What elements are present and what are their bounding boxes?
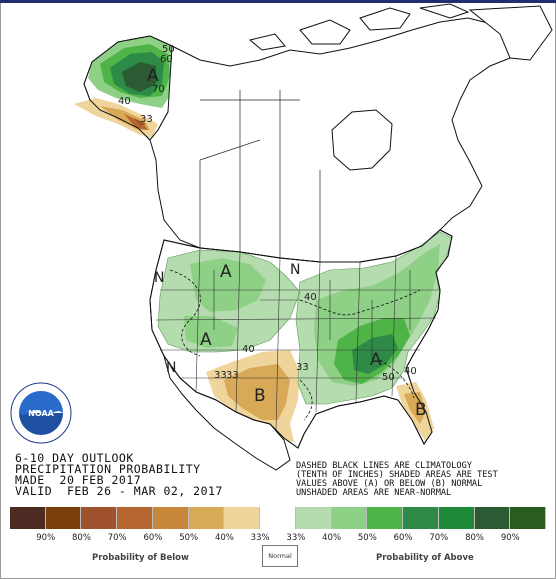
legend-swatch (331, 507, 368, 529)
contour-label: 40 (118, 96, 131, 107)
outlook-line-2: PRECIPITATION PROBABILITY (15, 462, 201, 476)
contour-label: 40 (242, 344, 255, 355)
legend-swatch (117, 507, 153, 529)
legend-tick-label: 80% (72, 533, 91, 543)
legend-swatch (188, 507, 225, 529)
outlook-line-3: MADE 20 FEB 2017 (15, 473, 142, 487)
legend-swatch (81, 507, 118, 529)
contour-label: 60 (160, 54, 173, 65)
legend-tick-label: 60% (393, 533, 413, 543)
legend-swatch (260, 507, 296, 529)
legend-swatch (152, 507, 189, 529)
alaska-below-50 (124, 114, 148, 130)
legend-tick-label: 90% (36, 533, 56, 543)
state-lines (155, 247, 440, 431)
legend-tick-label: 33% (286, 533, 306, 543)
legend-swatch (403, 507, 439, 529)
north-normal-label-2: N (290, 262, 301, 278)
noaa-logo-icon: NOAA (10, 382, 72, 444)
legend-tick-label: 70% (429, 533, 449, 543)
below-caption: Probability of Below (92, 553, 189, 563)
note-line-4: UNSHADED AREAS ARE NEAR-NORMAL (296, 488, 452, 498)
alaska-below-60 (134, 118, 146, 126)
legend-tick-label: 60% (143, 533, 163, 543)
legend-tick-label: 90% (500, 533, 520, 543)
west-above-label-1: A (220, 262, 232, 282)
legend-swatch (295, 507, 332, 529)
legend-tick-label: 33% (250, 533, 270, 543)
se-above-60 (352, 334, 398, 374)
legend-tick-label: 80% (465, 533, 484, 543)
top-border (0, 0, 556, 3)
legend-swatch (10, 507, 46, 529)
legend-tick-label: 50% (357, 533, 377, 543)
legend-tick-labels: 90% 80% 70% 60% 50% 40% 33% 33% 40% 50% 60% 70% 80% 9… (10, 533, 546, 543)
contour-label: 33 (214, 370, 227, 381)
north-normal-label-1: N (154, 270, 165, 286)
legend-swatch (474, 507, 511, 529)
outlook-line-1: 6-10 DAY OUTLOOK (15, 451, 134, 465)
outlook-line-4: VALID FEB 26 - MAR 02, 2017 (15, 484, 223, 498)
west-normal-label: N (166, 360, 177, 376)
fl-below-40 (404, 392, 426, 424)
contour-label: 50 (382, 372, 395, 383)
contour-label: 33 (226, 370, 239, 381)
hudson-bay (331, 109, 393, 171)
legend-tick-label: 40% (214, 533, 234, 543)
above-caption: Probability of Above (376, 553, 474, 563)
contour-label: 40 (404, 366, 417, 377)
note-line-2: (TENTH OF INCHES) SHADED AREAS ARE TEST (296, 470, 498, 480)
legend-note: DASHED BLACK LINES ARE CLIMATOLOGY (TENT… (296, 462, 498, 498)
contour-label: 33 (296, 362, 309, 373)
alaska-above-label: A (147, 66, 159, 86)
texas-below-label: B (254, 386, 266, 406)
note-line-3: VALUES ABOVE (A) OR BELOW (B) NORMAL (296, 479, 483, 489)
legend-swatch (45, 507, 82, 529)
florida-below-label: B (415, 400, 427, 420)
legend-swatch (438, 507, 475, 529)
legend-swatch (510, 507, 547, 529)
contour-label: 50 (162, 44, 175, 55)
arctic-islands (248, 3, 470, 51)
alaska-above-70 (122, 62, 156, 92)
contour-label: 33 (140, 114, 153, 125)
climatology-dashed-lines (169, 269, 421, 421)
legend-tick-label: 50% (179, 533, 199, 543)
legend-tick-label: 70% (107, 533, 127, 543)
west-above-label-2: A (200, 330, 212, 350)
contour-label: 70 (152, 84, 165, 95)
outlook-title-block: 6-10 DAY OUTLOOK PRECIPITATION PROBABILI… (15, 451, 223, 498)
legend-swatch (367, 507, 404, 529)
normal-caption: Normal (262, 545, 298, 567)
west-above-40 (190, 258, 266, 312)
probability-color-legend (10, 507, 547, 529)
contour-label: 40 (304, 292, 317, 303)
noaa-logo-text: NOAA (28, 409, 54, 418)
legend-tick-label: 40% (322, 533, 342, 543)
north-america-map (74, 3, 553, 471)
note-line-1: DASHED BLACK LINES ARE CLIMATOLOGY (296, 461, 472, 471)
greenland (468, 5, 553, 61)
legend-swatch (224, 507, 261, 529)
southeast-above-label: A (370, 350, 382, 370)
